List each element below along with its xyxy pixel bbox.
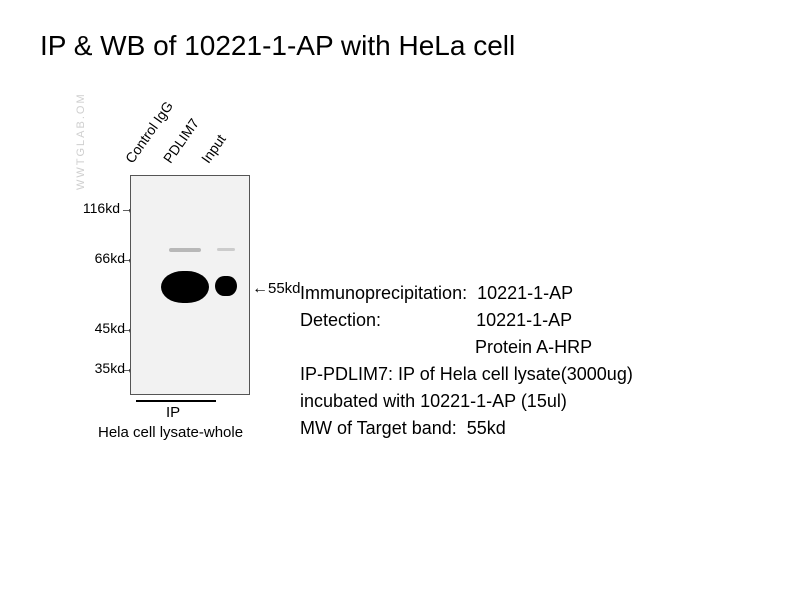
info-mw-target: MW of Target band: 55kd: [300, 415, 780, 442]
band-size-label: 55kd: [268, 280, 301, 297]
blot-figure: Control IgG PDLIM7 Input WWTGLAB.OM 116k…: [40, 100, 290, 500]
band-input-55kd: [215, 276, 237, 296]
info-ip-pdlim7: IP-PDLIM7: IP of Hela cell lysate(3000ug…: [300, 361, 780, 388]
lane-label-input: Input: [198, 131, 229, 166]
watermark-text: WWTGLAB.OM: [75, 92, 87, 190]
title-suffix: with HeLa cell: [333, 30, 515, 61]
title-prefix: IP & WB of: [40, 30, 184, 61]
info-detection: Detection: 10221-1-AP: [300, 307, 780, 334]
lane-labels: Control IgG PDLIM7 Input: [125, 100, 285, 170]
mw-marker-116: 116kd: [65, 200, 120, 216]
faint-band-input: [217, 248, 235, 251]
info-immunoprecipitation: Immunoprecipitation: 10221-1-AP: [300, 280, 780, 307]
page-title: IP & WB of 10221-1-AP with HeLa cell: [40, 30, 515, 62]
mw-marker-66: 66kd: [70, 250, 125, 266]
info-block: Immunoprecipitation: 10221-1-AP Detectio…: [300, 280, 780, 442]
ip-underline: [136, 400, 216, 402]
sample-label: Hela cell lysate-whole: [98, 424, 243, 441]
lane-label-pdlim7: PDLIM7: [160, 115, 202, 166]
info-protein-a-hrp: Protein A-HRP: [300, 334, 780, 361]
mw-marker-45: 45kd: [70, 320, 125, 336]
band-pdlim7-55kd: [161, 271, 209, 303]
blot-membrane: [130, 175, 250, 395]
ip-label: IP: [166, 404, 180, 421]
faint-band-pdlim7: [169, 248, 201, 252]
mw-marker-35: 35kd: [70, 360, 125, 376]
band-arrow-icon: ←: [252, 280, 268, 298]
title-code: 10221-1-AP: [184, 30, 333, 61]
info-incubated: incubated with 10221-1-AP (15ul): [300, 388, 780, 415]
